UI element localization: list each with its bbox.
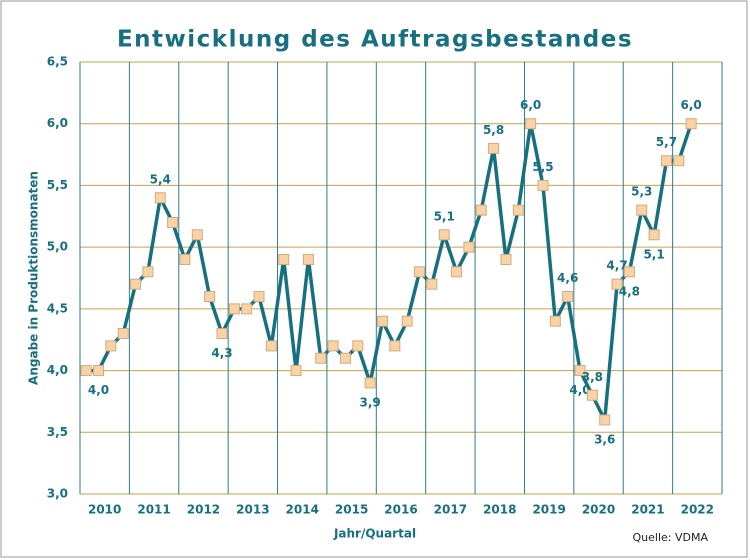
y-tick-label: 6,0 xyxy=(47,116,68,130)
x-tick-label: 2013 xyxy=(236,503,269,517)
marker xyxy=(154,192,166,204)
data-label: 4,0 xyxy=(88,383,109,397)
marker xyxy=(93,365,105,377)
data-label: 5,5 xyxy=(532,160,553,174)
y-axis-title: Angabe in Produktionsmonaten xyxy=(27,171,41,385)
data-label: 5,7 xyxy=(656,135,677,149)
source: Quelle: VDMA xyxy=(633,531,709,544)
marker xyxy=(105,340,117,352)
marker xyxy=(142,266,154,278)
marker xyxy=(401,315,413,327)
y-tick-label: 4,0 xyxy=(47,363,68,377)
y-tick-label: 5,0 xyxy=(47,240,68,254)
data-label: 3,6 xyxy=(594,432,615,446)
x-tick-label: 2015 xyxy=(335,503,368,517)
marker xyxy=(673,155,685,167)
x-tick-label: 2018 xyxy=(483,503,516,517)
y-tick-label: 6,5 xyxy=(47,55,68,69)
marker xyxy=(315,352,327,364)
marker xyxy=(130,278,142,290)
marker xyxy=(463,241,475,253)
y-tick-label: 4,5 xyxy=(47,301,68,315)
marker xyxy=(265,340,277,352)
data-label: 3,8 xyxy=(582,370,603,384)
data-label: 5,1 xyxy=(643,247,664,261)
marker xyxy=(339,352,351,364)
marker xyxy=(228,303,240,315)
marker xyxy=(376,315,388,327)
x-tick-label: 2020 xyxy=(582,503,615,517)
data-label: 5,4 xyxy=(150,172,171,186)
y-tick-label: 3,5 xyxy=(47,425,68,439)
marker xyxy=(364,377,376,389)
marker xyxy=(414,266,426,278)
marker xyxy=(191,229,203,241)
marker xyxy=(623,266,635,278)
marker xyxy=(648,229,660,241)
marker xyxy=(636,204,648,216)
marker xyxy=(167,216,179,228)
x-tick-label: 2010 xyxy=(88,503,121,517)
y-tick-label: 3,0 xyxy=(47,487,68,501)
marker xyxy=(204,291,216,303)
marker xyxy=(599,414,611,426)
marker xyxy=(179,253,191,265)
marker xyxy=(302,253,314,265)
x-tick-label: 2011 xyxy=(137,503,170,517)
data-label: 4,6 xyxy=(557,271,578,285)
marker xyxy=(537,179,549,191)
marker xyxy=(660,155,672,167)
data-label: 4,3 xyxy=(211,346,232,360)
marker xyxy=(685,118,697,130)
marker xyxy=(574,365,586,377)
marker xyxy=(438,229,450,241)
x-axis-title: Jahr/Quartal xyxy=(333,527,416,541)
marker xyxy=(451,266,463,278)
data-label: 6,0 xyxy=(681,98,702,112)
x-tick-label: 2016 xyxy=(384,503,417,517)
marker xyxy=(278,253,290,265)
marker xyxy=(611,278,623,290)
marker xyxy=(426,278,438,290)
data-label: 6,0 xyxy=(520,98,541,112)
x-tick-label: 2021 xyxy=(631,503,664,517)
marker xyxy=(562,291,574,303)
x-tick-label: 2022 xyxy=(681,503,714,517)
x-tick-label: 2014 xyxy=(286,503,319,517)
marker xyxy=(475,204,487,216)
data-label: 5,3 xyxy=(631,185,652,199)
chart-title: Entwicklung des Auftragsbestandes xyxy=(117,27,633,53)
marker xyxy=(241,303,253,315)
marker xyxy=(389,340,401,352)
marker xyxy=(512,204,524,216)
data-label: 5,1 xyxy=(434,209,455,223)
x-tick-label: 2012 xyxy=(187,503,220,517)
x-tick-label: 2017 xyxy=(434,503,467,517)
data-label: 4,7 xyxy=(606,259,627,273)
data-label: 4,0 xyxy=(569,383,590,397)
marker xyxy=(117,328,129,340)
marker xyxy=(586,389,598,401)
y-tick-label: 5,5 xyxy=(47,178,68,192)
marker xyxy=(253,291,265,303)
marker xyxy=(525,118,537,130)
marker xyxy=(488,142,500,154)
marker xyxy=(290,365,302,377)
x-tick-label: 2019 xyxy=(532,503,565,517)
data-label: 4,8 xyxy=(619,284,640,298)
data-label: 5,8 xyxy=(483,123,504,137)
data-label: 3,9 xyxy=(360,395,381,409)
marker xyxy=(327,340,339,352)
marker xyxy=(80,365,92,377)
marker xyxy=(216,328,228,340)
marker xyxy=(352,340,364,352)
marker xyxy=(549,315,561,327)
marker xyxy=(500,253,512,265)
